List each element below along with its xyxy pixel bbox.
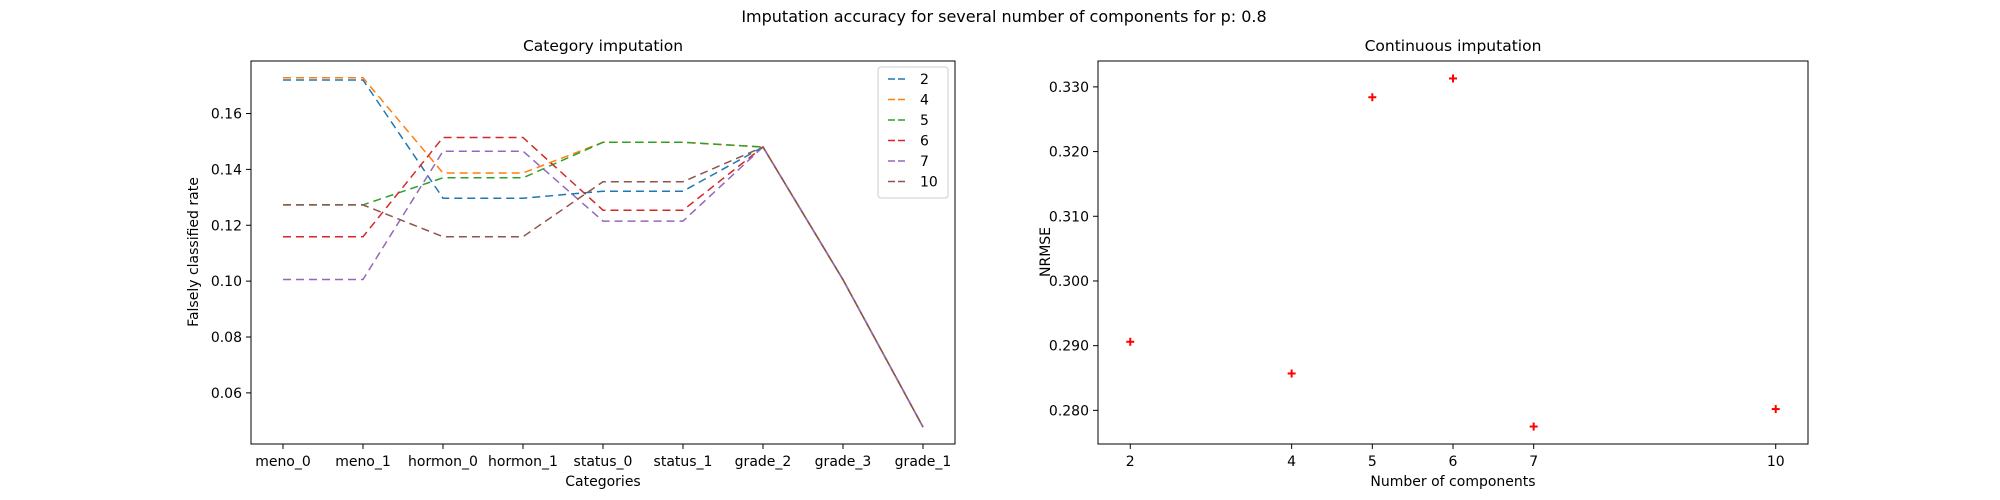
category-x-tick-label: grade_1 <box>895 454 952 470</box>
legend-label-2: 2 <box>920 72 929 88</box>
continuous-imputation-panel: Continuous imputation 2 4 5 6 7 10 0.280 0.290 0… <box>1038 37 1809 490</box>
continuous-x-tick-label: 4 <box>1287 454 1296 470</box>
category-y-tick-label: 0.08 <box>211 330 242 346</box>
category-y-tick-label: 0.14 <box>211 162 242 178</box>
category-x-axis-label: Categories <box>565 474 640 490</box>
scatter-point <box>1771 405 1780 414</box>
category-plot-area <box>283 77 924 428</box>
continuous-x-tick-label: 7 <box>1529 454 1538 470</box>
continuous-y-tick-label: 0.290 <box>1049 339 1089 355</box>
scatter-point <box>1368 93 1377 102</box>
continuous-plot-area <box>1126 74 1780 431</box>
series-line-6 <box>283 136 924 428</box>
continuous-y-tick-label: 0.310 <box>1049 209 1089 225</box>
category-x-tick-label: meno_1 <box>335 454 391 470</box>
category-axis-ticks: meno_0 meno_1 hormon_0 hormon_1 status_0 stat… <box>211 107 951 470</box>
legend-label-5: 5 <box>920 113 929 129</box>
category-legend: 2 4 5 6 7 10 <box>877 66 949 199</box>
category-x-tick-label: status_0 <box>574 454 633 470</box>
scatter-point <box>1529 422 1538 431</box>
continuous-x-axis-label: Number of components <box>1370 474 1535 490</box>
category-x-tick-label: hormon_0 <box>408 454 478 470</box>
category-y-tick-label: 0.10 <box>211 274 242 290</box>
category-y-axis-label: Falsely classified rate <box>186 177 202 327</box>
continuous-x-tick-label: 5 <box>1368 454 1377 470</box>
category-x-tick-label: meno_0 <box>255 454 311 470</box>
series-line-7 <box>283 145 924 428</box>
series-line-5 <box>283 141 924 428</box>
continuous-y-tick-label: 0.300 <box>1049 274 1089 290</box>
continuous-x-tick-label: 2 <box>1126 454 1135 470</box>
continuous-x-tick-label: 10 <box>1767 454 1785 470</box>
continuous-x-tick-label: 6 <box>1449 454 1458 470</box>
figure-title: Imputation accuracy for several number o… <box>741 7 1266 26</box>
continuous-y-tick-label: 0.330 <box>1049 80 1089 96</box>
legend-label-7: 7 <box>920 154 929 170</box>
scatter-point <box>1126 337 1135 346</box>
category-y-tick-label: 0.16 <box>211 107 242 123</box>
legend-label-10: 10 <box>920 175 938 191</box>
category-panel-title: Category imputation <box>523 37 683 55</box>
category-x-tick-label: grade_3 <box>815 454 872 470</box>
continuous-axes-frame <box>1097 60 1809 445</box>
continuous-panel-title: Continuous imputation <box>1365 37 1542 55</box>
category-axes-frame <box>250 60 956 445</box>
continuous-y-axis-label: NRMSE <box>1038 227 1054 277</box>
legend-label-6: 6 <box>920 134 929 150</box>
category-y-tick-label: 0.06 <box>211 386 242 402</box>
continuous-y-tick-label: 0.320 <box>1049 145 1089 161</box>
scatter-point <box>1287 369 1296 378</box>
continuous-axis-ticks: 2 4 5 6 7 10 0.280 0.290 0.300 0.310 0.320 0.330 <box>1049 80 1785 470</box>
legend-label-4: 4 <box>920 93 929 109</box>
category-imputation-panel: Category imputation meno_0 meno_1 hormon_0… <box>186 37 956 490</box>
category-x-tick-label: hormon_1 <box>488 454 558 470</box>
legend-box <box>877 66 949 199</box>
category-x-tick-label: grade_2 <box>735 454 792 470</box>
category-y-tick-label: 0.12 <box>211 218 242 234</box>
scatter-point <box>1449 74 1457 83</box>
series-line-10 <box>283 146 924 428</box>
category-x-tick-label: status_1 <box>654 454 713 470</box>
continuous-y-tick-label: 0.280 <box>1049 403 1089 419</box>
